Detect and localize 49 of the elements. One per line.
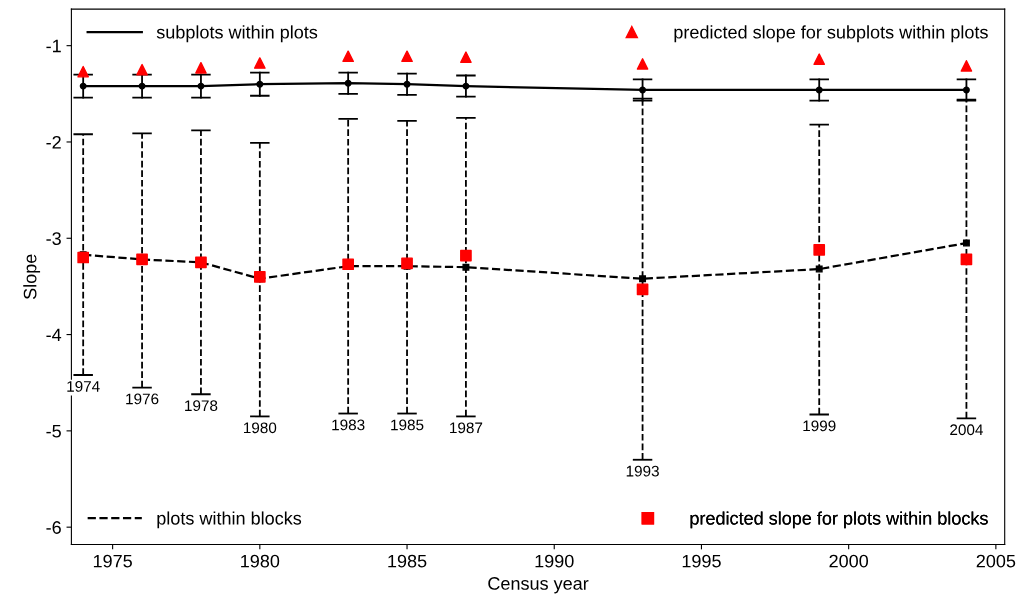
- x-axis-title: Census year: [488, 577, 589, 594]
- annotation: 1985: [391, 419, 424, 431]
- point: [813, 53, 826, 65]
- point: [77, 65, 90, 78]
- point: [401, 50, 413, 63]
- point: [253, 57, 266, 69]
- point: [636, 58, 649, 70]
- x-tick-label: 2000: [829, 554, 869, 568]
- annotation: 1999: [803, 420, 836, 432]
- annotation: 1993: [626, 465, 659, 477]
- y-tick-label: -6: [46, 521, 61, 534]
- x-tick-label: 2005: [976, 554, 1016, 568]
- point: [195, 61, 207, 74]
- legend-label: plots within blocks: [157, 511, 302, 529]
- point: [342, 258, 354, 271]
- annotation: 1983: [332, 419, 365, 431]
- point: [342, 50, 354, 63]
- y-tick-label: -5: [46, 424, 61, 438]
- y-tick-label: -1: [46, 39, 61, 53]
- point: [962, 239, 970, 247]
- x-tick-label: 1985: [388, 554, 427, 568]
- point: [960, 253, 973, 266]
- point: [460, 51, 472, 64]
- y-axis-title: Slope: [23, 254, 41, 300]
- x-tick-label: 1990: [535, 554, 574, 568]
- point: [401, 257, 413, 270]
- annotation: 1978: [185, 400, 218, 412]
- point: [77, 251, 90, 264]
- y-tick-label: -3: [46, 232, 61, 245]
- annotation: 1980: [244, 422, 277, 434]
- legend-label: subplots within plots: [156, 25, 318, 43]
- x-tick-label: 1980: [241, 554, 280, 568]
- point: [960, 60, 973, 72]
- point: [460, 249, 472, 262]
- x-tick-label: 1995: [682, 554, 721, 568]
- point: [253, 270, 266, 283]
- legend-label: predicted slope for plots within blocks: [690, 511, 988, 529]
- point: [136, 63, 148, 76]
- annotation: 1976: [126, 393, 159, 405]
- point: [636, 283, 649, 296]
- annotation: 1987: [450, 422, 483, 434]
- legend-label: predicted slope for subplots within plots: [674, 25, 988, 43]
- annotation: 1974: [67, 380, 100, 392]
- point: [639, 275, 647, 283]
- y-tick-label: -4: [46, 328, 62, 342]
- point: [813, 243, 826, 256]
- y-tick-label: -2: [46, 135, 61, 149]
- annotation: 2004: [950, 424, 983, 436]
- x-tick-label: 1975: [93, 554, 132, 568]
